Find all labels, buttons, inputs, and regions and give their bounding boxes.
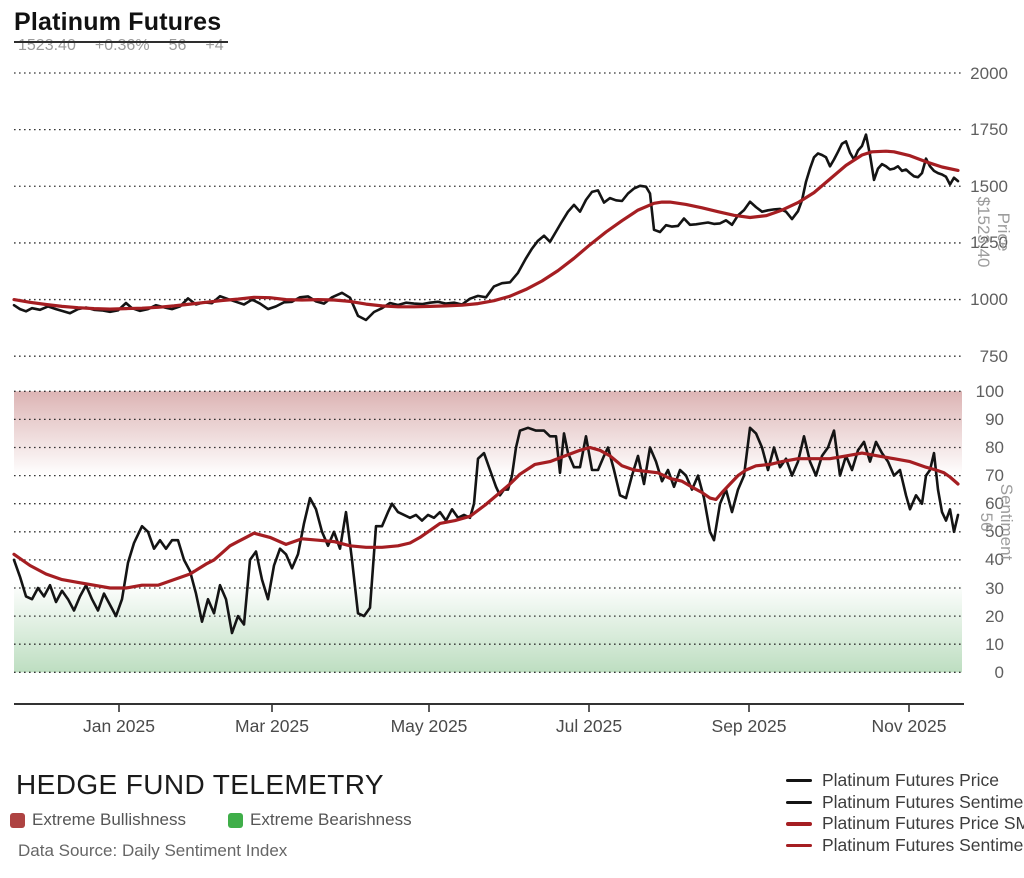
data-source-note: Data Source: Daily Sentiment Index (18, 841, 288, 860)
sentiment-sma-line-swatch-icon (786, 843, 812, 848)
price-axis-name: Price (994, 212, 1014, 252)
sentiment-ytick-label: 0 (994, 662, 1004, 682)
x-tick-label: Jan 2025 (82, 716, 155, 736)
sentiment-axis-current: 56 (977, 512, 996, 532)
price-sma-line-swatch-icon (786, 822, 812, 826)
x-tick-label: Nov 2025 (871, 716, 947, 736)
series-legend: Platinum Futures Price Platinum Futures … (786, 770, 1024, 856)
legend-label: Platinum Futures Sentiment SMA (822, 835, 1024, 856)
price-line-swatch-icon (786, 779, 812, 783)
legend-row-price-sma: Platinum Futures Price SMA (786, 813, 1024, 835)
zone-legend: Extreme Bullishness Extreme Bearishness (10, 810, 454, 830)
sentiment-ytick-label: 40 (985, 550, 1004, 570)
x-tick-label: Mar 2025 (235, 716, 309, 736)
bullish-zone-label: Extreme Bullishness (32, 810, 187, 829)
quote-summary: 1523.40 +0.36% 56 +4 (18, 37, 243, 55)
x-tick-label: Sep 2025 (711, 716, 787, 736)
sentiment-axis-name: Sentiment (997, 483, 1017, 561)
title-underline (14, 41, 228, 44)
price-ytick-label: 1000 (970, 290, 1008, 310)
sentiment-ytick-label: 80 (985, 438, 1004, 457)
platinum-futures-sentiment-sma-line (12, 445, 960, 590)
platinum-futures-sentiment-line (12, 426, 960, 635)
last-price: 1523.40 (18, 37, 76, 54)
price-axis-title: Price $1523.40 (973, 172, 1013, 292)
legend-label: Platinum Futures Price (822, 770, 1000, 791)
page-title: Platinum Futures (14, 8, 222, 36)
legend-row-sentiment: Platinum Futures Sentiment (786, 792, 1024, 814)
legend-row-price: Platinum Futures Price (786, 770, 1024, 792)
legend-row-sentiment-sma: Platinum Futures Sentiment SMA (786, 835, 1024, 857)
sentiment-ytick-label: 50 (985, 522, 1004, 542)
sentiment-ytick-label: 90 (985, 409, 1004, 429)
platinum-futures-price-line (12, 133, 960, 322)
extreme-bearishness-zone (14, 582, 962, 673)
price-ytick-label: 1250 (970, 233, 1008, 253)
zone-legend-item-bearish: Extreme Bearishness (228, 810, 412, 830)
zone-legend-item-bullish: Extreme Bullishness (10, 810, 186, 830)
price-ytick-label: 1500 (970, 176, 1008, 196)
sentiment-ytick-label: 70 (985, 466, 1004, 486)
x-tick-label: Jul 2025 (555, 716, 623, 736)
bearish-swatch-icon (228, 812, 244, 828)
legend-label: Platinum Futures Sentiment (822, 791, 1024, 812)
sentiment-change: +4 (205, 37, 224, 54)
bearish-zone-label: Extreme Bearishness (250, 810, 412, 829)
sentiment-value: 56 (168, 37, 187, 54)
sentiment-ytick-label: 60 (985, 494, 1004, 514)
price-ytick-label: 750 (979, 346, 1008, 366)
x-tick-label: May 2025 (390, 716, 468, 736)
percent-change: +0.36% (94, 37, 150, 54)
price-axis-current: $1523.40 (974, 196, 993, 268)
sentiment-ytick-label: 30 (985, 578, 1004, 598)
platinum-futures-price-sma-line (12, 149, 960, 311)
legend-label: Platinum Futures Price SMA (822, 813, 1024, 834)
brand-wordmark: HEDGE FUND TELEMETRY (16, 769, 384, 800)
price-ytick-label: 2000 (970, 63, 1008, 83)
bullish-swatch-icon (10, 812, 25, 828)
sentiment-line-swatch-icon (786, 800, 812, 805)
sentiment-axis-title: Sentiment 56 (976, 462, 1016, 582)
sentiment-ytick-label: 10 (985, 634, 1004, 654)
sentiment-ytick-label: 20 (985, 606, 1004, 626)
sentiment-ytick-label: 100 (975, 381, 1004, 401)
price-ytick-label: 1750 (970, 120, 1008, 140)
